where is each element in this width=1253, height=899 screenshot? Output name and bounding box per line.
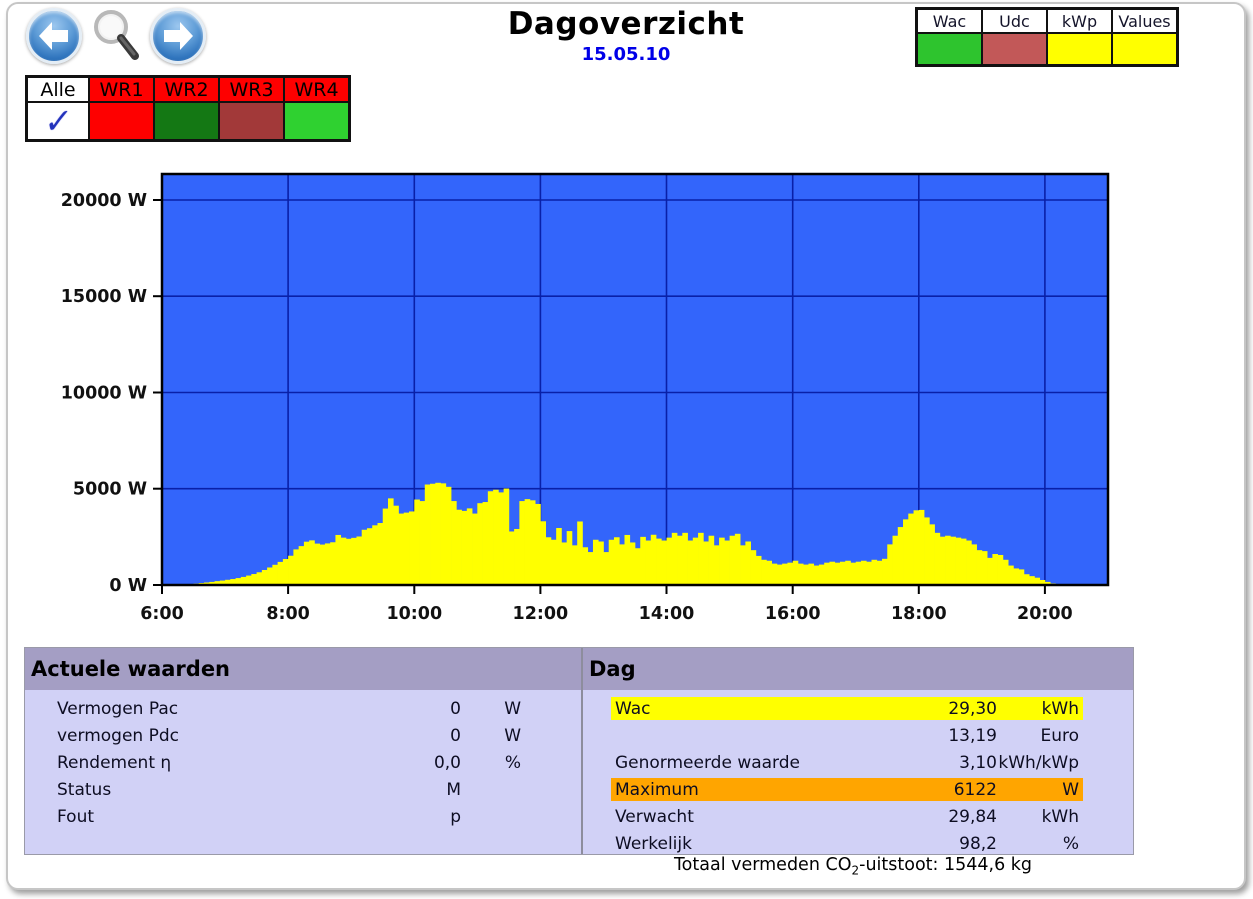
tab-cell-wr4[interactable] xyxy=(284,102,349,140)
inverter-tab-table: Alle WR1 WR2 WR3 WR4 ✓ xyxy=(25,75,351,142)
legend-label-wac: Wac xyxy=(917,9,982,33)
arrow-left-icon xyxy=(39,22,68,50)
legend-swatch-wac[interactable] xyxy=(917,33,982,65)
tab-wr2[interactable]: WR2 xyxy=(154,77,219,102)
svg-text:16:00: 16:00 xyxy=(765,604,821,624)
legend-label-values: Values xyxy=(1112,9,1177,33)
table-row: Rendement η 0,0 % xyxy=(57,752,521,773)
chart-area: 0 W 5000 W 10000 W 15000 W 20000 W 6:00 8:00 10… xyxy=(32,162,1117,627)
magnifier-icon xyxy=(94,10,139,60)
svg-text:10000 W: 10000 W xyxy=(61,384,147,404)
table-row: 13,19 Euro xyxy=(948,725,1079,746)
tab-cell-wr3[interactable] xyxy=(219,102,284,140)
page-title: Dagoverzicht xyxy=(507,6,745,42)
svg-text:5000 W: 5000 W xyxy=(73,480,147,500)
table-row: Genormeerde waarde 3,10 kWh/kWp xyxy=(615,752,1079,773)
svg-text:0 W: 0 W xyxy=(109,576,147,596)
table-row: Fout p xyxy=(57,806,461,827)
legend-swatch-values[interactable] xyxy=(1112,33,1177,65)
svg-text:12:00: 12:00 xyxy=(513,604,569,624)
table-row: Status M xyxy=(57,779,461,800)
svg-text:14:00: 14:00 xyxy=(639,604,695,624)
table-row: vermogen Pdc 0 W xyxy=(57,725,521,746)
page-date: 15.05.10 xyxy=(581,44,671,65)
svg-text:18:00: 18:00 xyxy=(891,604,947,624)
actual-values-title: Actuele waarden xyxy=(25,648,581,690)
legend-table: Wac Udc kWp Values xyxy=(915,7,1179,67)
table-row: Vermogen Pac 0 W xyxy=(57,698,521,719)
day-table: Dag Wac 29,30 kWh 13,19 Euro Genormeerde… xyxy=(583,648,1133,854)
legend-swatch-udc[interactable] xyxy=(982,33,1047,65)
tab-wr3[interactable]: WR3 xyxy=(219,77,284,102)
legend-label-udc: Udc xyxy=(982,9,1047,33)
svg-text:15000 W: 15000 W xyxy=(61,287,147,307)
day-power-chart: 0 W 5000 W 10000 W 15000 W 20000 W 6:00 8:00 10… xyxy=(61,172,1110,624)
tab-cell-alle[interactable]: ✓ xyxy=(27,102,89,140)
svg-text:6:00: 6:00 xyxy=(140,604,184,624)
day-title: Dag xyxy=(583,648,1133,690)
svg-text:8:00: 8:00 xyxy=(266,604,310,624)
table-row: Verwacht 29,84 kWh xyxy=(615,806,1079,827)
table-row: Werkelijk 98,2 % xyxy=(615,833,1079,854)
co2-total-line: Totaal vermeden CO2-uitstoot: 1544,6 kg xyxy=(673,855,1033,878)
app-window: Dagoverzicht 15.05.10 Alle WR1 WR2 WR3 W… xyxy=(6,2,1246,890)
table-row: Wac 29,30 kWh xyxy=(583,695,1133,722)
svg-text:10:00: 10:00 xyxy=(386,604,442,624)
legend-label-kwp: kWp xyxy=(1047,9,1112,33)
zoom-button[interactable] xyxy=(88,6,144,64)
tab-cell-wr2[interactable] xyxy=(154,102,219,140)
arrow-right-icon xyxy=(164,22,193,50)
tab-cell-wr1[interactable] xyxy=(89,102,154,140)
legend-swatch-kwp[interactable] xyxy=(1047,33,1112,65)
previous-day-button[interactable] xyxy=(26,8,82,64)
next-day-button[interactable] xyxy=(150,8,206,64)
summary-tables: Actuele waarden Vermogen Pac 0 W vermoge… xyxy=(24,647,1134,855)
actual-values-table: Actuele waarden Vermogen Pac 0 W vermoge… xyxy=(25,648,583,854)
tab-alle[interactable]: Alle xyxy=(27,77,89,102)
svg-text:20:00: 20:00 xyxy=(1017,604,1073,624)
svg-text:20000 W: 20000 W xyxy=(61,191,147,211)
tab-wr4[interactable]: WR4 xyxy=(284,77,349,102)
check-icon: ✓ xyxy=(42,102,74,140)
tab-wr1[interactable]: WR1 xyxy=(89,77,154,102)
table-row: Maximum 6122 W xyxy=(583,776,1133,803)
